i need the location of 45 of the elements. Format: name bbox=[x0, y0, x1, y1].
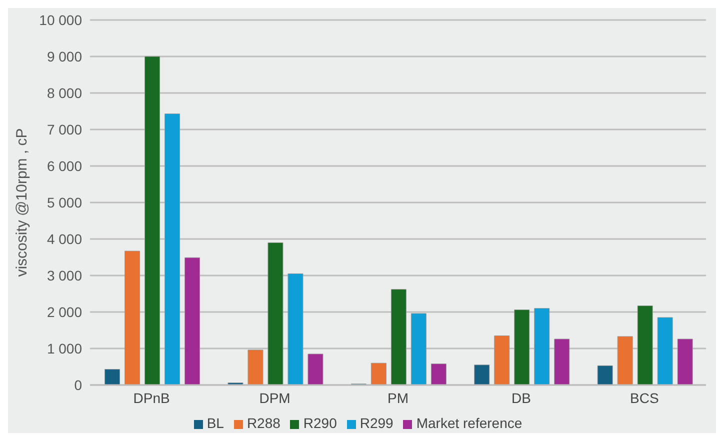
bar bbox=[617, 336, 633, 385]
y-tick-label: 6 000 bbox=[46, 158, 82, 174]
bar bbox=[124, 250, 140, 385]
bar bbox=[164, 114, 180, 385]
bar bbox=[184, 257, 200, 385]
bar bbox=[370, 362, 386, 385]
bar bbox=[144, 56, 160, 385]
bar bbox=[534, 308, 550, 385]
bar bbox=[104, 369, 120, 385]
y-axis-title: viscosity @10rpm , cP bbox=[13, 128, 30, 277]
y-tick-label: 8 000 bbox=[46, 84, 82, 101]
y-tick-label: 1 000 bbox=[46, 340, 82, 356]
bar bbox=[554, 338, 570, 385]
y-tick-label: 4 000 bbox=[46, 230, 82, 247]
bar bbox=[597, 365, 613, 385]
legend-label: R288 bbox=[246, 415, 280, 431]
legend-label: Market reference bbox=[416, 415, 522, 431]
x-tick-label: PM bbox=[388, 390, 408, 406]
y-tick-label: 2 000 bbox=[46, 304, 82, 320]
x-tick-label: DB bbox=[511, 390, 531, 406]
bar bbox=[410, 313, 426, 385]
bar bbox=[248, 350, 264, 385]
legend-label: R290 bbox=[303, 415, 337, 431]
x-tick-label: DPM bbox=[259, 390, 290, 406]
bar bbox=[308, 354, 324, 385]
x-tick-label: DPnB bbox=[133, 390, 170, 406]
x-tick-label: BCS bbox=[630, 390, 659, 406]
bar bbox=[288, 273, 304, 385]
bar bbox=[268, 242, 284, 385]
y-tick-label: 0 bbox=[74, 376, 82, 393]
bar bbox=[494, 335, 510, 385]
legend-label: BL bbox=[206, 415, 224, 431]
y-tick-label: 10 000 bbox=[39, 12, 82, 28]
bar bbox=[474, 364, 490, 385]
bar bbox=[637, 306, 653, 385]
bar bbox=[514, 310, 530, 385]
bar bbox=[677, 338, 693, 385]
y-tick-label: 3 000 bbox=[46, 267, 82, 284]
bar bbox=[390, 289, 406, 385]
y-tick-label: 5 000 bbox=[46, 194, 82, 210]
legend-label: R299 bbox=[360, 415, 394, 431]
y-tick-label: 7 000 bbox=[46, 121, 82, 138]
bar bbox=[430, 364, 446, 385]
bar bbox=[657, 317, 673, 385]
y-tick-label: 9 000 bbox=[46, 48, 82, 64]
